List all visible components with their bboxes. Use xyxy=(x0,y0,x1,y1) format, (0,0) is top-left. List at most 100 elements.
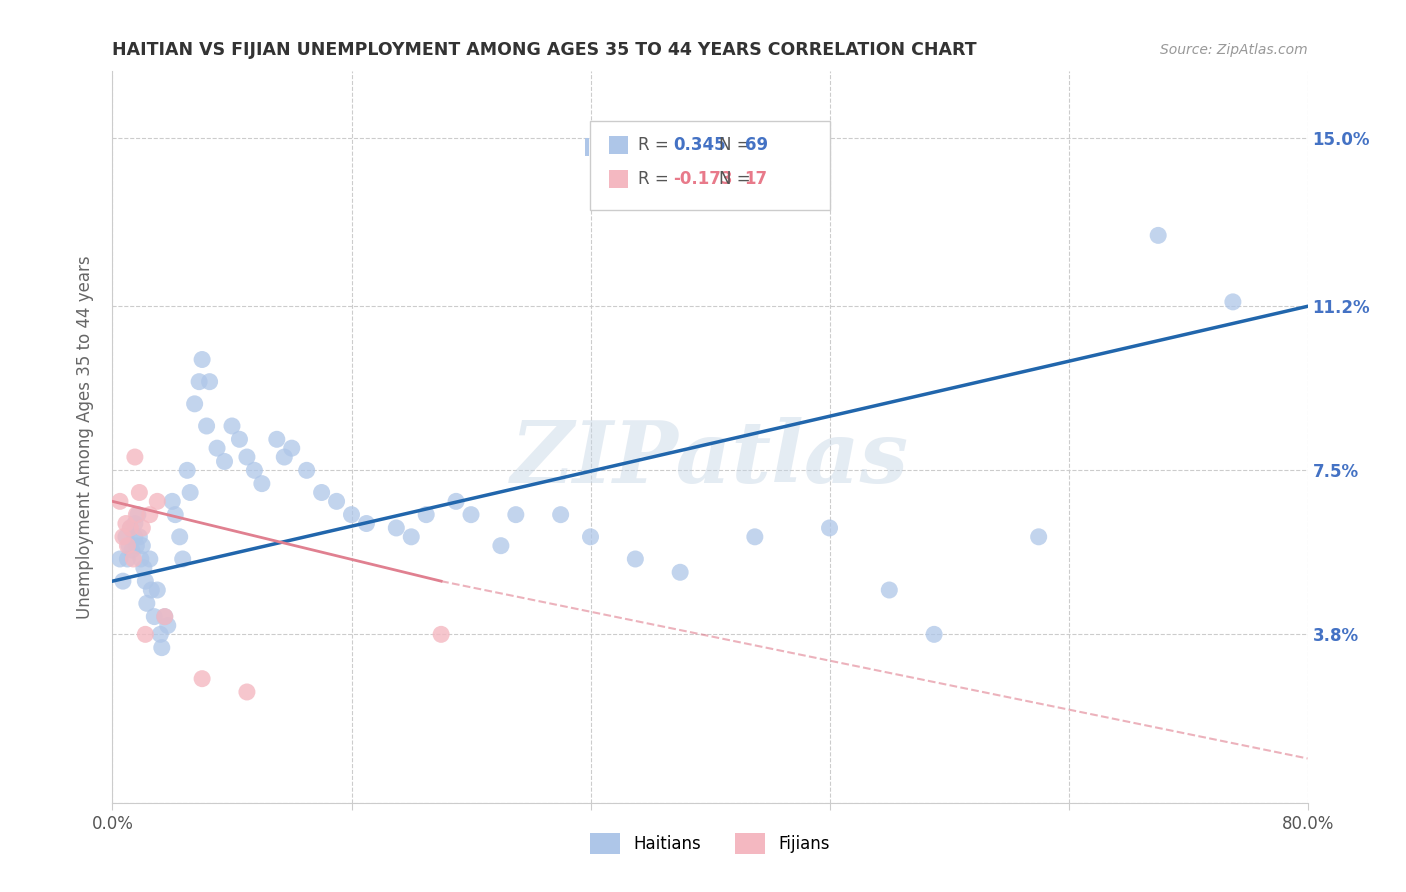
Point xyxy=(505,508,527,522)
Point xyxy=(172,552,194,566)
Point xyxy=(146,494,169,508)
Point xyxy=(624,552,647,566)
Point xyxy=(146,582,169,597)
Point xyxy=(340,508,363,522)
Point xyxy=(134,627,156,641)
Y-axis label: Unemployment Among Ages 35 to 44 years: Unemployment Among Ages 35 to 44 years xyxy=(76,255,94,619)
Point xyxy=(115,530,138,544)
Point xyxy=(153,609,176,624)
Point xyxy=(156,618,179,632)
Point xyxy=(128,530,150,544)
Point xyxy=(214,454,236,468)
Point xyxy=(385,521,408,535)
Point xyxy=(120,521,142,535)
Point xyxy=(153,609,176,624)
Point xyxy=(356,516,378,531)
Point xyxy=(131,521,153,535)
Point xyxy=(124,530,146,544)
Point xyxy=(266,432,288,446)
Point xyxy=(111,574,134,589)
Text: ZIPatlas: ZIPatlas xyxy=(510,417,910,500)
Point xyxy=(744,530,766,544)
Point xyxy=(191,352,214,367)
Point xyxy=(124,516,146,531)
Point xyxy=(579,530,602,544)
Point xyxy=(150,640,173,655)
Point xyxy=(117,539,139,553)
Point xyxy=(183,397,205,411)
Point xyxy=(120,521,142,535)
Point xyxy=(179,485,201,500)
Point xyxy=(444,494,467,508)
Point xyxy=(143,609,166,624)
Text: N =: N = xyxy=(720,170,756,188)
Point xyxy=(131,539,153,553)
Point xyxy=(127,508,149,522)
Point xyxy=(221,419,243,434)
Text: -0.173: -0.173 xyxy=(673,170,733,188)
Point xyxy=(236,450,259,464)
Point xyxy=(250,476,273,491)
Point xyxy=(1147,228,1170,243)
Point xyxy=(550,508,572,522)
Point xyxy=(162,494,183,508)
Point xyxy=(139,508,162,522)
Point xyxy=(191,672,214,686)
Legend: Haitians, Fijians: Haitians, Fijians xyxy=(583,827,837,860)
Point xyxy=(128,485,150,500)
Point xyxy=(111,530,134,544)
Point xyxy=(489,539,512,553)
Point xyxy=(134,574,156,589)
Point xyxy=(1028,530,1050,544)
Point xyxy=(115,516,138,531)
Point xyxy=(195,419,218,434)
Text: 69: 69 xyxy=(745,136,768,153)
Point xyxy=(129,552,152,566)
Point xyxy=(311,485,333,500)
Point xyxy=(139,552,162,566)
Point xyxy=(165,508,187,522)
Point xyxy=(149,627,172,641)
Point xyxy=(818,521,841,535)
Point xyxy=(243,463,266,477)
Point xyxy=(325,494,347,508)
Point xyxy=(132,561,155,575)
Text: N =: N = xyxy=(720,136,756,153)
Point xyxy=(401,530,423,544)
Point xyxy=(669,566,692,580)
Point xyxy=(121,543,143,558)
Point xyxy=(236,685,259,699)
Text: 0.345: 0.345 xyxy=(673,136,725,153)
Text: 17: 17 xyxy=(745,170,768,188)
Point xyxy=(125,539,148,553)
Text: R =: R = xyxy=(638,170,673,188)
Point xyxy=(125,508,148,522)
Point xyxy=(169,530,191,544)
Point xyxy=(117,552,139,566)
Point xyxy=(108,494,131,508)
Bar xyxy=(585,137,589,156)
Point xyxy=(122,552,145,566)
Point xyxy=(176,463,198,477)
Point xyxy=(460,508,482,522)
Point xyxy=(188,375,211,389)
Point xyxy=(108,552,131,566)
Text: R =: R = xyxy=(638,136,673,153)
Point xyxy=(281,441,304,455)
Point xyxy=(198,375,221,389)
Point xyxy=(415,508,437,522)
Point xyxy=(273,450,295,464)
Point xyxy=(922,627,945,641)
Point xyxy=(141,582,163,597)
Point xyxy=(430,627,453,641)
Point xyxy=(118,539,141,553)
Text: Source: ZipAtlas.com: Source: ZipAtlas.com xyxy=(1160,43,1308,57)
Point xyxy=(124,450,146,464)
Point xyxy=(879,582,901,597)
Point xyxy=(228,432,250,446)
Point xyxy=(205,441,228,455)
Point xyxy=(295,463,318,477)
Text: HAITIAN VS FIJIAN UNEMPLOYMENT AMONG AGES 35 TO 44 YEARS CORRELATION CHART: HAITIAN VS FIJIAN UNEMPLOYMENT AMONG AGE… xyxy=(112,41,977,59)
Point xyxy=(1222,294,1244,309)
Point xyxy=(135,596,157,610)
